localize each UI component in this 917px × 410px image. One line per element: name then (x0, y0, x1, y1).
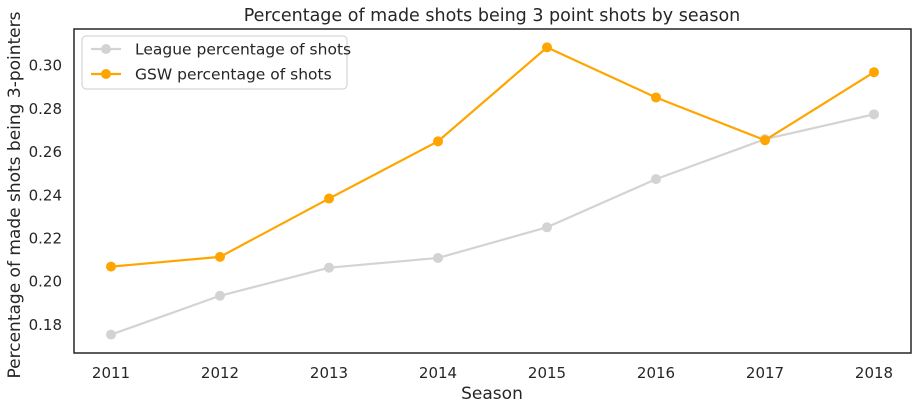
y-tick-label: 0.22 (29, 230, 62, 248)
data-point (651, 92, 661, 103)
plot-frame (73, 28, 912, 354)
x-tick-label: 2011 (92, 364, 130, 382)
data-point (542, 42, 552, 53)
data-point (542, 222, 552, 233)
data-point (760, 135, 770, 146)
legend: League percentage of shots GSW percentage… (81, 35, 351, 90)
x-tick-label: 2018 (855, 364, 893, 382)
series-line-1 (110, 46, 875, 268)
legend-box (81, 35, 348, 90)
y-tick-label: 0.26 (29, 143, 62, 161)
data-point (106, 261, 116, 272)
data-point (324, 262, 334, 273)
x-tick-label: 2017 (746, 364, 784, 382)
y-axis-title: Percentage of made shots being 3-pointer… (5, 11, 25, 378)
series-line-0 (110, 113, 875, 336)
y-tick-label: 0.18 (29, 316, 62, 334)
x-tick-label: 2012 (201, 364, 239, 382)
data-point (433, 252, 443, 263)
legend-label-0: League percentage of shots (135, 41, 351, 59)
data-point (106, 329, 116, 340)
y-tick-label: 0.20 (29, 273, 62, 291)
y-tick-label: 0.24 (29, 186, 62, 204)
data-point (215, 290, 225, 301)
data-point (651, 174, 661, 185)
y-tick-label: 0.30 (29, 57, 62, 75)
legend-marker-0 (101, 44, 111, 54)
x-axis-title: Season (461, 384, 523, 404)
chart-title: Percentage of made shots being 3 point s… (244, 6, 741, 26)
plot-area: 2011 2012 2013 2014 2015 2016 2017 2018 0.18 0.20… (29, 28, 912, 382)
data-point (433, 136, 443, 147)
x-tick-label: 2016 (637, 364, 675, 382)
x-tick-label: 2015 (528, 364, 566, 382)
legend-marker-1 (101, 69, 111, 79)
x-tick-label: 2013 (310, 364, 348, 382)
x-tick-label: 2014 (419, 364, 457, 382)
legend-label-1: GSW percentage of shots (135, 66, 332, 84)
data-point (324, 193, 334, 204)
data-point (215, 251, 225, 262)
y-tick-label: 0.28 (29, 100, 62, 118)
data-point (869, 109, 879, 120)
data-point (869, 67, 879, 78)
